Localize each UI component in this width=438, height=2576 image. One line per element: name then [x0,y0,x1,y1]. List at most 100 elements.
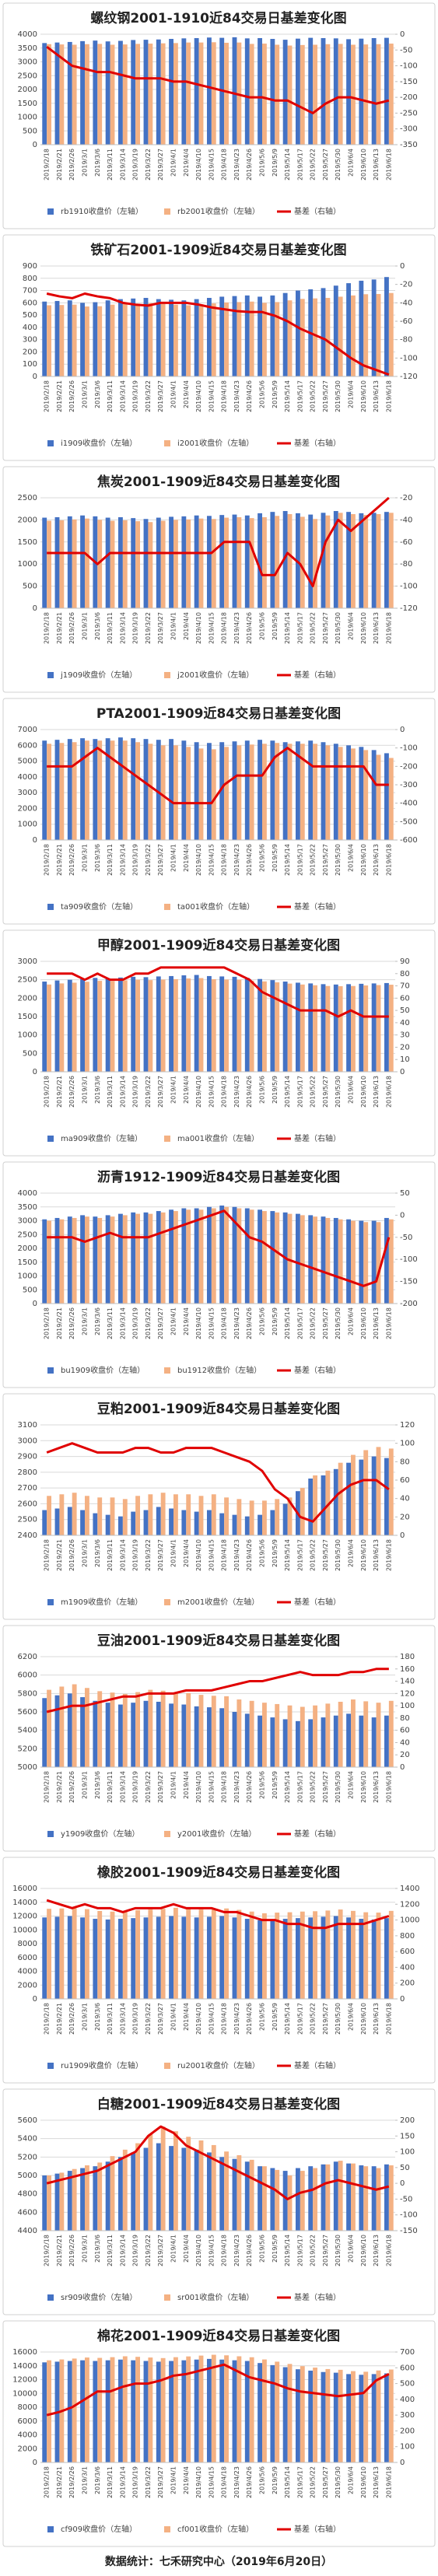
y-tick-label: 0 [33,2459,37,2467]
x-tick-label: 2019/6/4 [348,380,355,408]
y-tick-label: 8000 [18,1940,37,1948]
legend-swatch [47,904,54,910]
x-tick-label: 2019/4/4 [183,2003,190,2031]
bar [85,1688,89,1767]
x-tick-label: 2019/2/21 [56,1307,63,1339]
bar [359,1919,364,1999]
bar [270,740,275,840]
legend-label: j1909收盘价（左轴） [60,670,137,680]
x-tick-label: 2019/5/9 [272,1771,279,1799]
x-tick-label: 2019/4/15 [208,2466,215,2498]
bar [359,2165,364,2231]
bar [258,740,262,840]
x-tick-label: 2019/4/23 [233,1076,240,1108]
y-tick-label: 4000 [18,773,37,782]
bar [143,1700,149,1767]
y2-tick-label: 100 [400,2443,415,2452]
x-tick-label: 2019/3/27 [157,1539,164,1571]
x-tick-label: 2019/2/18 [44,612,51,644]
panel-frame [2,698,436,925]
x-tick-label: 2019/6/4 [348,1076,355,1104]
bar [143,739,149,840]
x-tick-label: 2019/5/6 [259,1307,266,1335]
bar [346,745,351,840]
y-tick-label: 800 [23,275,37,283]
bar [333,1916,338,1999]
y-tick-label: 2900 [18,1453,37,1461]
bar [117,1213,123,1304]
y2-tick-label: 50 [400,1189,410,1198]
legend-swatch [164,1831,170,1837]
bar [47,44,52,145]
chart-title: PTA2001-1909近84交易日基差变化图 [96,705,341,722]
bar [363,1701,369,1767]
bar [308,983,314,1072]
y2-tick-label: 0 [400,2459,405,2467]
chart-title: 焦炭2001-1909近84交易日基差变化图 [96,474,340,490]
bar [351,2163,356,2231]
x-tick-label: 2019/3/1 [82,612,89,640]
bar [224,517,230,608]
bar [363,1450,369,1535]
bar [371,2166,377,2231]
bar [80,978,85,1072]
bar [384,982,389,1072]
bar [67,41,72,145]
bar [135,44,141,145]
bar [131,40,136,145]
chart-title: 橡胶2001-1909近84交易日基差变化图 [97,1864,340,1881]
bar [282,511,288,608]
bar [308,2166,314,2231]
bar [384,37,389,145]
y2-tick-label: -150 [400,78,418,86]
bar [54,1508,60,1535]
bar [282,742,288,840]
x-tick-label: 2019/5/30 [335,2003,342,2035]
bar [54,2173,60,2231]
bar [181,516,187,608]
x-tick-label: 2019/3/14 [119,2003,126,2035]
bar [363,1912,369,1999]
x-tick-label: 2019/2/18 [44,380,51,412]
legend-swatch [164,440,170,446]
bar [110,2357,115,2462]
bar [346,283,351,376]
bar [359,1220,364,1304]
bar [122,1215,128,1304]
bar [338,1462,343,1535]
bar [110,44,115,145]
bar [262,1500,267,1535]
bar [93,739,98,840]
y2-tick-label: -80 [400,560,412,569]
x-tick-label: 2019/3/27 [157,1076,164,1108]
bar [325,1703,331,1767]
bar [173,1211,178,1304]
bar [117,516,123,608]
y2-tick-label: -100 [400,62,418,71]
bar [47,520,52,608]
bar [42,1219,47,1304]
x-tick-label: 2019/3/6 [94,380,101,408]
x-tick-label: 2019/2/21 [56,1539,63,1571]
x-tick-label: 2019/5/27 [322,1539,329,1571]
bar [325,298,331,376]
bar [308,514,314,608]
y-tick-label: 500 [23,311,37,320]
bar [333,1217,338,1304]
x-tick-label: 2019/3/11 [107,2235,114,2266]
bar [262,44,267,145]
panel-frame [2,2088,436,2315]
y-tick-label: 2500 [18,494,37,502]
y2-tick-label: -150 [400,1278,418,1286]
bar [206,2358,212,2462]
bar [313,44,318,145]
x-tick-label: 2019/4/15 [208,2235,215,2266]
bar [143,2147,149,2231]
bar [282,2367,288,2462]
y2-tick-label: -80 [400,336,412,345]
bar [54,1916,60,1999]
legend-swatch [164,2294,170,2301]
bar [363,44,369,145]
bar [54,1217,60,1304]
y2-tick-label: 20 [400,1043,410,1052]
